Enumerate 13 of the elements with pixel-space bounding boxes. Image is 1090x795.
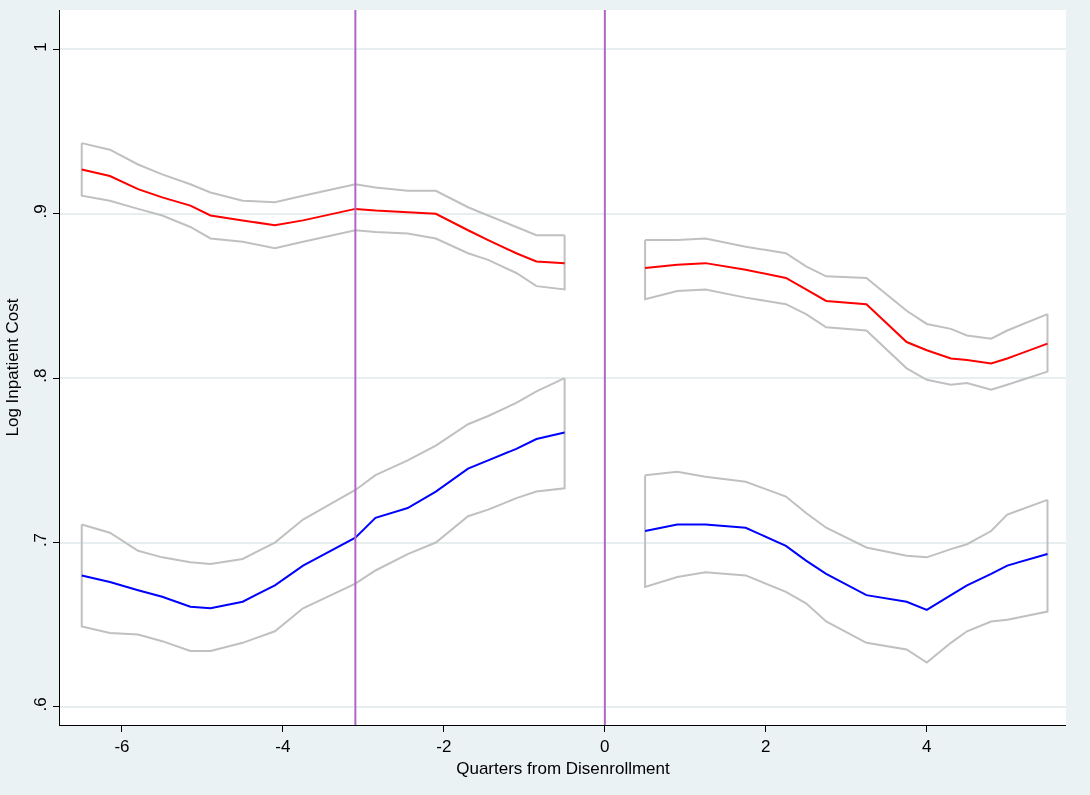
y-tick-label: .8: [31, 368, 51, 383]
x-tick-label: 4: [922, 737, 932, 757]
y-tick-label: 1: [31, 42, 51, 52]
y-tick-label: .6: [31, 697, 51, 712]
x-axis-title: Quarters from Disenrollment: [456, 758, 671, 778]
y-axis-title: Log Inpatient Cost: [2, 298, 22, 437]
y-tick-label: .9: [31, 204, 51, 219]
x-tick-label: -2: [436, 737, 452, 757]
x-tick-label: 0: [600, 737, 610, 757]
x-tick-label: 2: [761, 737, 771, 757]
x-tick-label: -4: [275, 737, 291, 757]
x-tick-label: -6: [114, 737, 130, 757]
y-tick-label: .7: [31, 532, 51, 548]
